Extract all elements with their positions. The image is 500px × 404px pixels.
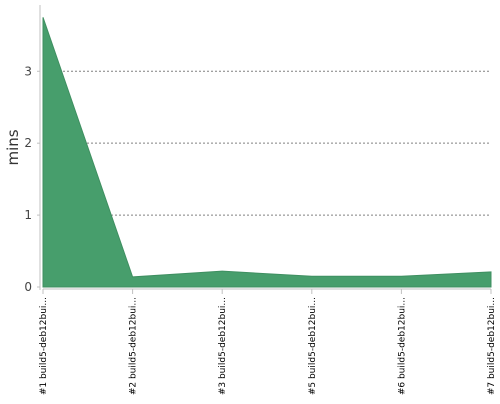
x-tick-label: #5 build5-deb12bui... <box>308 297 318 395</box>
y-tick-labels: 0 1 2 3 <box>24 64 32 294</box>
grid-layer <box>43 70 491 216</box>
x-tick-label: #6 build5-deb12bui... <box>397 297 407 395</box>
x-tick-label: #7 build5-deb12bui... <box>487 297 497 395</box>
y-tick-label: 2 <box>24 136 32 150</box>
y-tick-label: 3 <box>24 64 32 78</box>
y-tick-label: 1 <box>24 208 32 222</box>
x-tick-label: #2 build5-deb12bui... <box>129 297 139 395</box>
area-series <box>42 17 492 288</box>
axis-layer <box>37 5 492 294</box>
x-tick-labels: #1 build5-deb12bui... #2 build5-deb12bui.… <box>39 297 497 395</box>
area-layer <box>42 17 492 288</box>
x-tick-label: #3 build5-deb12bui... <box>218 297 228 395</box>
y-axis-title: mins <box>4 129 22 165</box>
y-tick-label: 0 <box>24 280 32 294</box>
x-tick-label: #1 build5-deb12bui... <box>39 297 49 395</box>
